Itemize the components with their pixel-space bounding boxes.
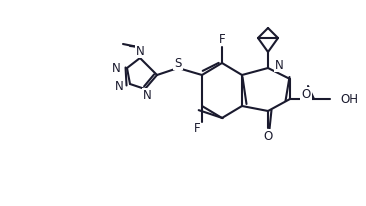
Text: F: F bbox=[194, 123, 200, 136]
Text: N: N bbox=[275, 59, 284, 71]
Text: OH: OH bbox=[340, 92, 358, 105]
Text: N: N bbox=[115, 80, 124, 92]
Text: N: N bbox=[136, 44, 144, 57]
Text: N: N bbox=[112, 62, 121, 75]
Text: F: F bbox=[219, 33, 225, 46]
Text: S: S bbox=[174, 56, 182, 69]
Text: O: O bbox=[301, 88, 311, 101]
Text: N: N bbox=[143, 89, 152, 102]
Text: O: O bbox=[264, 130, 273, 143]
